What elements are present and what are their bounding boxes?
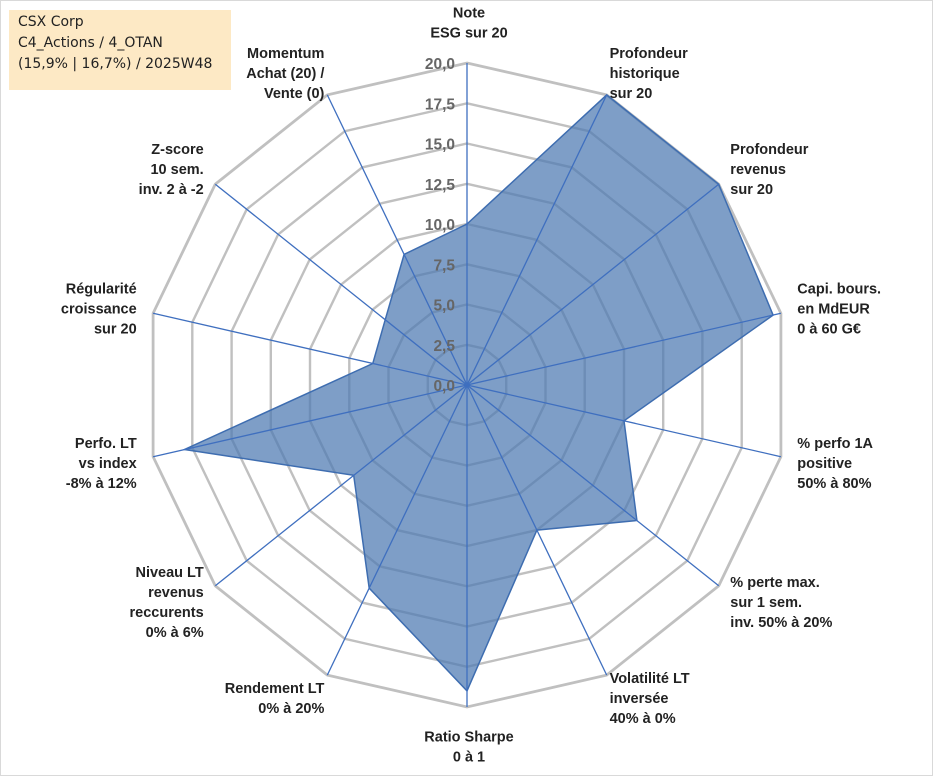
- axis-label-line: inversée: [610, 691, 669, 707]
- axis-label-line: sur 20: [94, 321, 137, 337]
- axis-label-line: Vente (0): [264, 86, 325, 102]
- axis-spoke-3: [466, 312, 782, 386]
- axis-label-line: vs index: [79, 456, 137, 472]
- axis-label-line: en MdEUR: [797, 301, 870, 317]
- tick-label-2: 5,0: [433, 298, 455, 315]
- axis-label-line: sur 20: [730, 182, 773, 198]
- axis-label-0: Note ESG sur 20: [430, 6, 507, 42]
- axis-label-line: Profondeur: [610, 46, 688, 62]
- axis-label-line: 0 à 1: [453, 750, 485, 766]
- tick-label-4: 10,0: [425, 217, 455, 234]
- axis-label-line: revenus: [730, 162, 786, 178]
- axis-label-line: sur 20: [610, 86, 653, 102]
- axis-label-3: Capi. bours. en MdEUR 0 à 60 G€: [797, 281, 881, 337]
- axis-label-line: sur 1 sem.: [730, 595, 802, 611]
- axis-label-line: Achat (20) /: [246, 66, 324, 82]
- info-box: CSX Corp C4_Actions / 4_OTAN (15,9% | 16…: [9, 10, 231, 90]
- axis-label-4: % perfo 1A positive 50% à 80%: [797, 436, 873, 492]
- axis-label-line: 10 sem.: [150, 162, 203, 178]
- axis-label-line: Régularité: [66, 281, 137, 297]
- axis-label-11: Régularité croissance sur 20: [61, 281, 137, 337]
- axis-label-line: Volatilité LT: [610, 671, 690, 687]
- axis-label-line: Perfo. LT: [75, 436, 137, 452]
- axis-spoke-9: [214, 384, 468, 587]
- axis-label-line: Ratio Sharpe: [424, 730, 513, 746]
- axis-label-line: Momentum: [247, 46, 324, 62]
- axis-label-line: 0% à 20%: [258, 701, 324, 717]
- axis-label-line: revenus: [148, 585, 204, 601]
- tick-label-7: 17,5: [425, 96, 456, 113]
- radar-spokes: [152, 63, 782, 707]
- axis-label-line: Z-score: [151, 142, 203, 158]
- axis-label-7: Ratio Sharpe 0 à 1: [424, 730, 513, 766]
- axis-label-8: Rendement LT 0% à 20%: [225, 681, 325, 717]
- axis-spoke-5: [466, 384, 720, 587]
- axis-label-line: Niveau LT: [135, 565, 203, 581]
- axis-spoke-1: [466, 94, 608, 386]
- axis-spoke-10: [152, 384, 468, 458]
- axis-label-line: reccurents: [130, 605, 204, 621]
- axis-label-line: 40% à 0%: [610, 711, 676, 727]
- axis-label-line: ESG sur 20: [430, 26, 507, 42]
- axis-label-2: Profondeur revenus sur 20: [730, 142, 808, 198]
- tick-label-5: 12,5: [425, 177, 456, 194]
- axis-spoke-13: [326, 94, 468, 386]
- axis-label-line: -8% à 12%: [66, 476, 137, 492]
- tick-label-6: 15,0: [425, 137, 455, 154]
- axis-label-line: positive: [797, 456, 852, 472]
- axis-spoke-8: [326, 384, 468, 676]
- radar-axis-labels: Note ESG sur 20 Profondeur historique sur 20…: [61, 6, 881, 766]
- details-label: (15,9% | 16,7%) / 2025W48: [18, 56, 213, 72]
- axis-label-line: inv. 50% à 20%: [730, 615, 832, 631]
- axis-spoke-12: [214, 183, 468, 386]
- company-name: CSX Corp: [18, 14, 84, 30]
- radar-tick-labels: 0,0 2,5 5,0 7,5 10,0 12,5 15,0 17,5 20,0: [425, 56, 456, 395]
- tick-label-0: 0,0: [433, 378, 455, 395]
- axis-label-line: 50% à 80%: [797, 476, 871, 492]
- axis-label-5: % perte max. sur 1 sem. inv. 50% à 20%: [730, 575, 832, 631]
- axis-label-line: 0 à 60 G€: [797, 321, 861, 337]
- axis-label-line: Capi. bours.: [797, 281, 881, 297]
- axis-spoke-11: [152, 312, 468, 386]
- axis-label-9: Niveau LT revenus reccurents 0% à 6%: [130, 565, 204, 641]
- axis-spoke-6: [466, 384, 608, 676]
- axis-label-line: historique: [610, 66, 680, 82]
- axis-label-10: Perfo. LT vs index -8% à 12%: [66, 436, 137, 492]
- axis-label-13: Momentum Achat (20) / Vente (0): [246, 46, 324, 102]
- axis-label-line: inv. 2 à -2: [139, 182, 204, 198]
- axis-spoke-4: [466, 384, 782, 458]
- tick-label-1: 2,5: [433, 338, 455, 355]
- tick-label-8: 20,0: [425, 56, 455, 73]
- axis-label-line: Profondeur: [730, 142, 808, 158]
- axis-label-line: Rendement LT: [225, 681, 325, 697]
- axis-label-line: croissance: [61, 301, 137, 317]
- axis-label-12: Z-score 10 sem. inv. 2 à -2: [139, 142, 204, 198]
- axis-label-line: % perte max.: [730, 575, 819, 591]
- axis-label-line: % perfo 1A: [797, 436, 873, 452]
- category-label: C4_Actions / 4_OTAN: [18, 35, 163, 51]
- axis-label-1: Profondeur historique sur 20: [610, 46, 688, 102]
- series-area-0: [181, 93, 775, 693]
- axis-label-line: 0% à 6%: [146, 625, 204, 641]
- axis-spoke-2: [466, 183, 720, 386]
- radar-series: [181, 93, 775, 693]
- axis-label-6: Volatilité LT inversée 40% à 0%: [610, 671, 690, 727]
- tick-label-3: 7,5: [433, 257, 455, 274]
- axis-label-line: Note: [453, 6, 485, 22]
